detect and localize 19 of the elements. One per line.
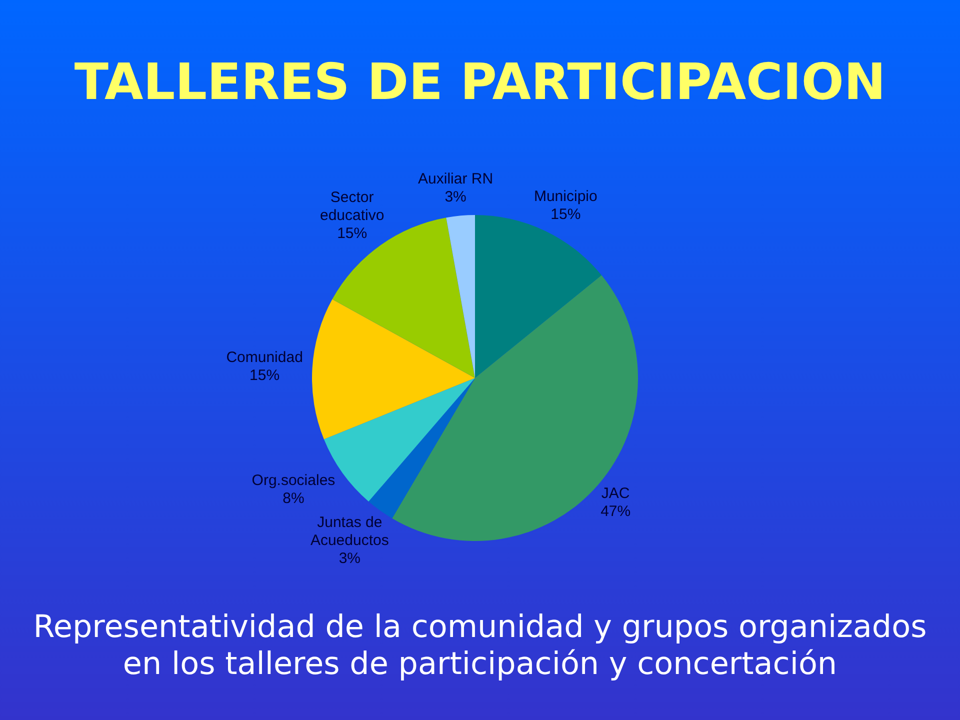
slice-label: Municipio: [534, 188, 598, 206]
slice-label: Comunidad: [226, 349, 303, 366]
data-label: 15%: [337, 225, 368, 242]
pie-slice: [392, 275, 638, 541]
slice-label: Auxiliar RN: [418, 170, 494, 188]
pie-slice: [446, 215, 475, 378]
data-label: 8%: [282, 490, 304, 507]
data-label: 47%: [600, 503, 631, 520]
pie-slice: [312, 299, 475, 440]
text: Representatividad de la comunidad y grupos organizados en los talleres de participación y concertación: [32, 609, 928, 683]
slice-label: Sector educativo: [320, 189, 384, 224]
chart-title: TALLERES DE PARTICIPACION: [73, 52, 887, 112]
data-label: 15%: [250, 367, 280, 384]
slice-label: Org.sociales: [252, 472, 336, 489]
data-label: 15%: [550, 206, 581, 224]
slice-label: JAC: [601, 485, 630, 502]
slice-label: Juntas de Acueductos: [310, 514, 389, 549]
data-label: 3%: [338, 550, 361, 567]
data-label: 3%: [444, 188, 466, 206]
